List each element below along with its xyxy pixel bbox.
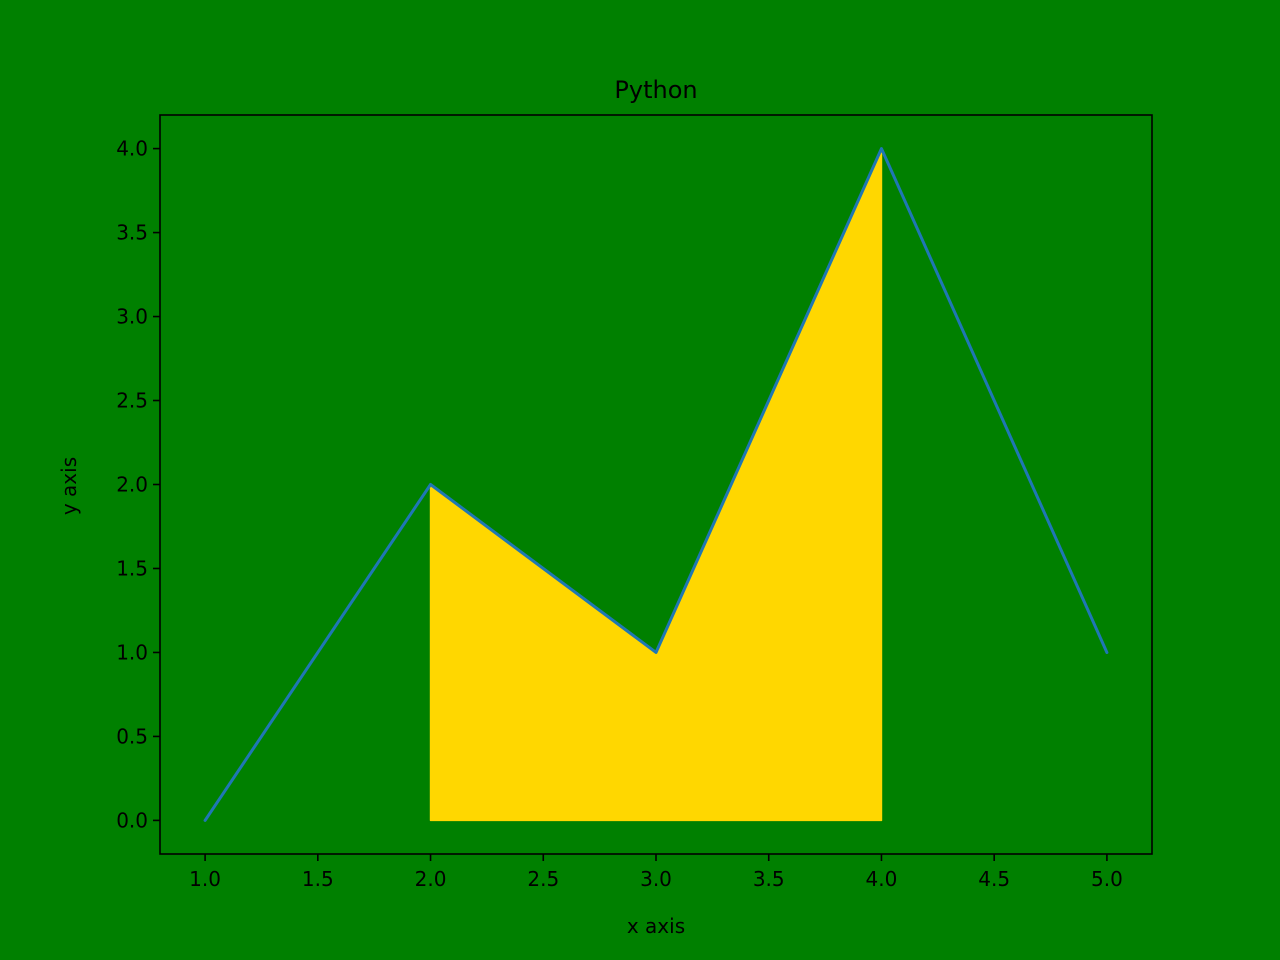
y-tick-label: 3.0	[116, 305, 148, 329]
x-tick-label: 1.5	[302, 867, 334, 891]
series-line	[203, 147, 1109, 822]
x-tick-label: 3.0	[640, 867, 672, 891]
y-tick-label: 4.0	[116, 137, 148, 161]
x-tick-label: 2.5	[527, 867, 559, 891]
y-tick-label: 3.5	[116, 221, 148, 245]
x-tick-label: 5.0	[1091, 867, 1123, 891]
y-tick-label: 0.0	[116, 808, 148, 832]
x-axis-title: x axis	[627, 914, 685, 938]
y-ticks: 0.0 0.5 1.0 1.5 2.0 2.5 3.0 3.5 4.0	[116, 137, 160, 832]
y-tick-label: 0.5	[116, 724, 148, 748]
x-tick-label: 3.5	[753, 867, 785, 891]
x-tick-label: 4.0	[866, 867, 898, 891]
y-tick-label: 2.5	[116, 389, 148, 413]
line-layer	[203, 147, 1109, 822]
y-tick-label: 1.0	[116, 640, 148, 664]
y-tick-label: 2.0	[116, 473, 148, 497]
y-axis-title: y axis	[57, 457, 81, 515]
x-tick-label: 1.0	[189, 867, 221, 891]
x-ticks: 1.0 1.5 2.0 2.5 3.0 3.5 4.0 4.5 5.0	[189, 854, 1123, 891]
x-tick-label: 4.5	[978, 867, 1010, 891]
chart-title: Python	[614, 76, 697, 104]
y-tick-label: 1.5	[116, 556, 148, 580]
x-tick-label: 2.0	[415, 867, 447, 891]
